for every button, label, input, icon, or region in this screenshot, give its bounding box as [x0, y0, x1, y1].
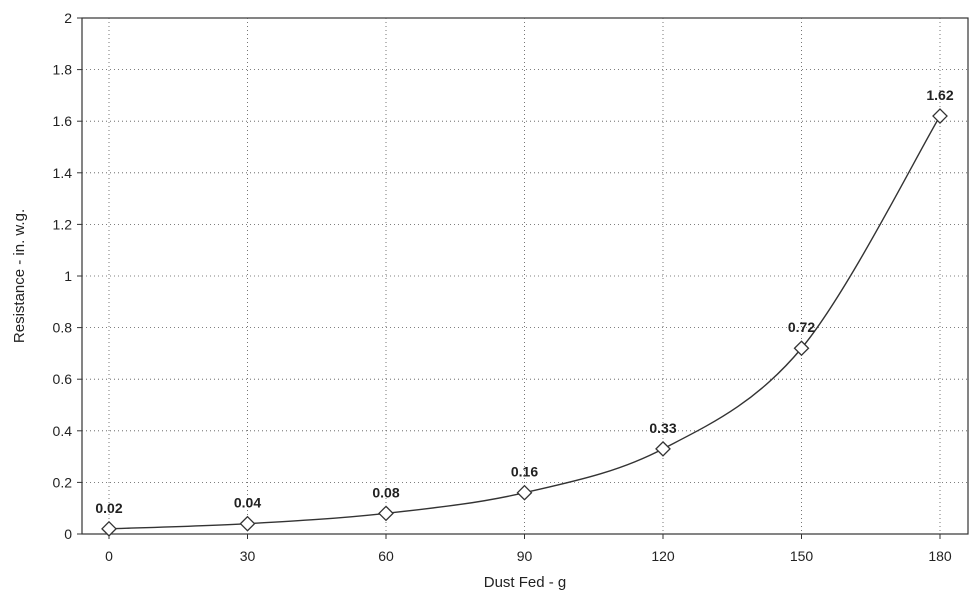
y-tick-label: 1.4 — [53, 165, 73, 181]
data-label: 0.08 — [372, 484, 399, 500]
series-layer — [101, 108, 948, 537]
x-axis-ticks: 0 30 60 90 120 150 180 — [105, 534, 952, 564]
x-tick-label: 180 — [928, 548, 952, 564]
plot-area — [81, 17, 969, 535]
y-axis-ticks: 0 0.2 0.4 0.6 0.8 1 1.2 1.4 1.6 1.8 2 — [53, 10, 82, 542]
data-label: 0.02 — [95, 500, 122, 516]
x-tick-label: 120 — [651, 548, 675, 564]
data-label: 0.72 — [788, 319, 815, 335]
y-tick-label: 0.2 — [53, 474, 73, 490]
y-tick-label: 1.8 — [53, 62, 73, 78]
y-tick-label: 1 — [64, 268, 72, 284]
y-axis-title: Resistance - in. w.g. — [11, 209, 28, 343]
data-point-marker — [793, 340, 810, 357]
y-tick-label: 0.8 — [53, 320, 73, 336]
data-labels: 0.02 0.04 0.08 0.16 0.33 0.72 1.62 — [95, 87, 953, 516]
data-point-marker — [101, 520, 117, 537]
data-label: 0.16 — [511, 464, 538, 480]
data-point-marker — [655, 440, 671, 457]
data-point-marker — [239, 515, 256, 532]
y-tick-label: 0 — [64, 526, 72, 542]
data-label: 1.62 — [926, 87, 953, 103]
y-tick-label: 1.6 — [53, 113, 73, 129]
x-tick-label: 0 — [105, 548, 113, 564]
data-label: 0.33 — [649, 420, 676, 436]
x-tick-label: 30 — [240, 548, 256, 564]
x-tick-label: 60 — [378, 548, 394, 564]
y-tick-label: 1.2 — [53, 216, 73, 232]
data-label: 0.04 — [234, 495, 261, 511]
y-tick-label: 0.4 — [53, 423, 73, 439]
x-axis-title: Dust Fed - g — [484, 574, 567, 591]
data-point-marker — [932, 108, 948, 124]
data-point-marker — [378, 505, 394, 522]
data-point-marker — [516, 484, 533, 501]
y-tick-label: 2 — [64, 10, 72, 26]
x-tick-label: 90 — [517, 548, 533, 564]
y-tick-label: 0.6 — [53, 371, 73, 387]
x-tick-label: 150 — [790, 548, 814, 564]
